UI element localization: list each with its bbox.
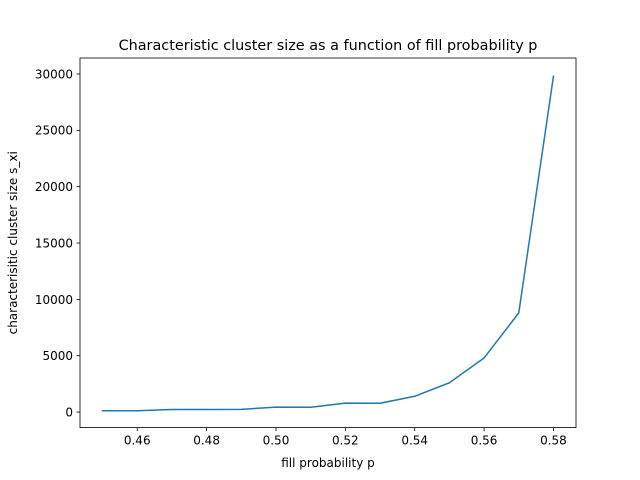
y-tick-label: 30000 (35, 67, 73, 81)
y-axis: 0 5000 10000 15000 20000 25000 30000 (35, 67, 80, 419)
y-tick-label: 25000 (35, 124, 73, 138)
x-tick-label: 0.50 (263, 434, 290, 448)
x-axis-label: fill probability p (281, 456, 375, 470)
y-axis-label: characterisitic cluster size s_xi (6, 151, 20, 334)
y-tick-label: 10000 (35, 293, 73, 307)
y-tick-label: 20000 (35, 180, 73, 194)
y-tick-label: 0 (65, 405, 73, 419)
x-tick-label: 0.58 (540, 434, 567, 448)
series-layer (101, 75, 555, 412)
series-line (101, 75, 555, 412)
x-tick-label: 0.54 (401, 434, 428, 448)
y-tick-label: 15000 (35, 236, 73, 250)
chart-title: Characteristic cluster size as a functio… (119, 38, 538, 54)
x-tick-label: 0.52 (332, 434, 359, 448)
x-tick-label: 0.46 (124, 434, 151, 448)
x-axis: 0.46 0.48 0.50 0.52 0.54 0.56 0.58 (124, 427, 567, 448)
y-tick-label: 5000 (42, 349, 73, 363)
x-tick-label: 0.48 (193, 434, 220, 448)
x-tick-label: 0.56 (471, 434, 498, 448)
